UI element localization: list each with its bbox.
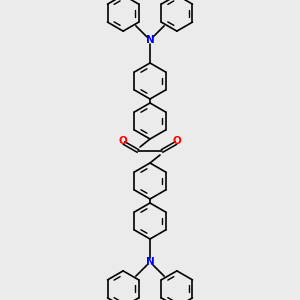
- Text: N: N: [146, 35, 154, 45]
- Text: N: N: [146, 257, 154, 267]
- Text: O: O: [118, 136, 127, 146]
- Text: O: O: [172, 136, 182, 146]
